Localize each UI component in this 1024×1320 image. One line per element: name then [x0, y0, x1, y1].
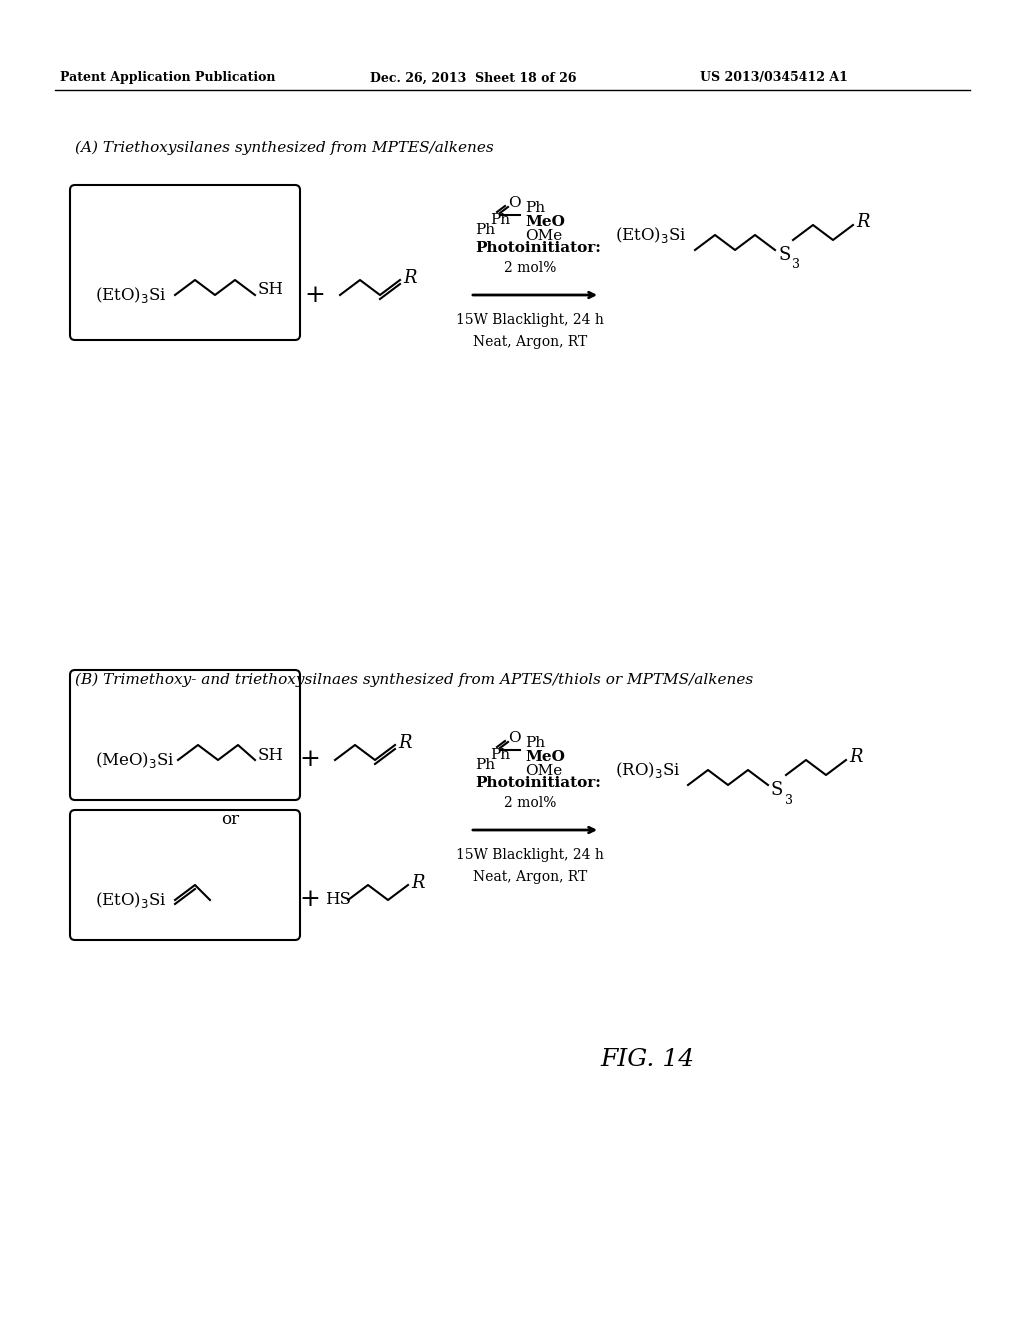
Text: OMe: OMe: [525, 228, 562, 243]
Text: Ph: Ph: [525, 201, 545, 215]
FancyBboxPatch shape: [70, 810, 300, 940]
Text: O: O: [508, 195, 520, 210]
Text: +: +: [300, 748, 321, 771]
Text: (RO)$_3$Si: (RO)$_3$Si: [615, 760, 681, 780]
Text: S: S: [771, 781, 783, 799]
Text: MeO: MeO: [525, 750, 565, 764]
Text: Photoinitiator:: Photoinitiator:: [475, 776, 601, 789]
Text: SH: SH: [258, 747, 284, 763]
Text: US 2013/0345412 A1: US 2013/0345412 A1: [700, 71, 848, 84]
Text: Dec. 26, 2013  Sheet 18 of 26: Dec. 26, 2013 Sheet 18 of 26: [370, 71, 577, 84]
Text: R: R: [403, 269, 417, 286]
Text: SH: SH: [258, 281, 284, 298]
Text: 15W Blacklight, 24 h: 15W Blacklight, 24 h: [456, 847, 604, 862]
Text: R: R: [398, 734, 412, 752]
Text: Photoinitiator:: Photoinitiator:: [475, 242, 601, 255]
Text: Neat, Argon, RT: Neat, Argon, RT: [473, 335, 587, 348]
Text: (A) Triethoxysilanes synthesized from MPTES/alkenes: (A) Triethoxysilanes synthesized from MP…: [75, 141, 494, 156]
Text: (EtO)$_3$Si: (EtO)$_3$Si: [95, 890, 167, 909]
Text: 2 mol%: 2 mol%: [504, 796, 556, 810]
Text: Patent Application Publication: Patent Application Publication: [60, 71, 275, 84]
Text: or: or: [221, 812, 239, 829]
Text: (B) Trimethoxy- and triethoxysilnaes synthesized from APTES/thiols or MPTMS/alke: (B) Trimethoxy- and triethoxysilnaes syn…: [75, 673, 754, 688]
Text: R: R: [411, 874, 425, 892]
Text: Ph: Ph: [475, 223, 495, 238]
Text: OMe: OMe: [525, 764, 562, 777]
Text: +: +: [300, 888, 321, 912]
Text: R: R: [849, 748, 862, 766]
Text: 3: 3: [792, 259, 800, 272]
Text: Ph: Ph: [475, 758, 495, 772]
FancyBboxPatch shape: [70, 185, 300, 341]
Text: (EtO)$_3$Si: (EtO)$_3$Si: [95, 285, 167, 305]
Text: FIG. 14: FIG. 14: [600, 1048, 694, 1072]
Text: Ph: Ph: [489, 213, 510, 227]
Text: R: R: [856, 213, 869, 231]
Text: (EtO)$_3$Si: (EtO)$_3$Si: [615, 224, 687, 246]
Text: 15W Blacklight, 24 h: 15W Blacklight, 24 h: [456, 313, 604, 327]
Text: 2 mol%: 2 mol%: [504, 261, 556, 275]
Text: (MeO)$_3$Si: (MeO)$_3$Si: [95, 750, 175, 770]
Text: HS: HS: [325, 891, 351, 908]
Text: MeO: MeO: [525, 215, 565, 228]
Text: 3: 3: [785, 793, 793, 807]
Text: Ph: Ph: [489, 748, 510, 762]
FancyBboxPatch shape: [70, 671, 300, 800]
Text: +: +: [304, 284, 326, 306]
Text: Ph: Ph: [525, 737, 545, 750]
Text: Neat, Argon, RT: Neat, Argon, RT: [473, 870, 587, 884]
Text: O: O: [508, 731, 520, 744]
Text: S: S: [778, 246, 791, 264]
